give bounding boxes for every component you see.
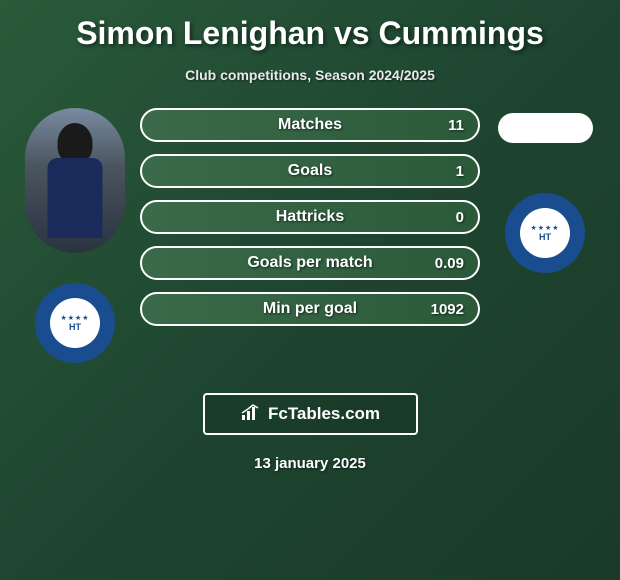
player1-club-badge: ★★★★ HT [35,283,115,363]
subtitle: Club competitions, Season 2024/2025 [185,67,435,83]
stat-bar-gpm: Goals per match 0.09 [140,246,480,280]
badge-text: HT [69,322,81,332]
badge-text: HT [539,232,551,242]
comparison-card: Simon Lenighan vs Cummings Club competit… [0,0,620,580]
badge-inner: ★★★★ HT [520,208,570,258]
stat-label: Goals [288,162,332,180]
player2-column: ★★★★ HT [490,108,600,273]
footer: FcTables.com 13 january 2025 [203,393,418,472]
player2-photo [498,113,593,143]
stat-label: Matches [278,116,342,134]
stat-right-value: 11 [448,117,464,134]
player1-column: ★★★★ HT [20,108,130,363]
stat-bar-mpg: Min per goal 1092 [140,292,480,326]
stat-right-value: 0 [456,209,464,226]
date-text: 13 january 2025 [254,455,366,472]
stat-label: Min per goal [263,300,357,318]
stat-right-value: 1 [456,163,464,180]
stat-bar-hattricks: Hattricks 0 [140,200,480,234]
stat-bar-matches: Matches 11 [140,108,480,142]
page-title: Simon Lenighan vs Cummings [76,15,544,52]
stat-label: Goals per match [247,254,372,272]
content-area: ★★★★ HT Matches 11 Goals 1 Hattricks 0 [0,108,620,363]
stat-label: Hattricks [276,208,344,226]
stat-bar-goals: Goals 1 [140,154,480,188]
stats-bars: Matches 11 Goals 1 Hattricks 0 Goals per… [140,108,480,326]
stat-right-value: 0.09 [435,255,464,272]
stat-right-value: 1092 [431,301,464,318]
player2-club-badge: ★★★★ HT [505,193,585,273]
player1-photo [25,108,125,253]
chart-icon [240,403,262,426]
branding-text: FcTables.com [268,404,380,424]
badge-stars-icon: ★★★★ [60,314,89,322]
badge-stars-icon: ★★★★ [530,224,559,232]
badge-inner: ★★★★ HT [50,298,100,348]
branding-box[interactable]: FcTables.com [203,393,418,435]
